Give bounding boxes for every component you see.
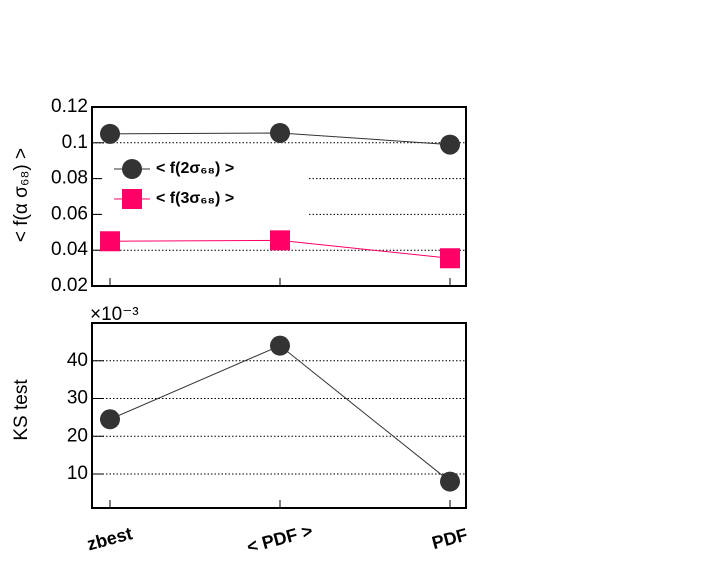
y-tick-label: 40 <box>67 350 88 371</box>
data-point <box>100 231 120 252</box>
y-tick-label: 0.04 <box>51 239 88 260</box>
data-point <box>270 230 290 251</box>
y-tick-label: 0.06 <box>51 203 88 224</box>
series-line <box>109 345 451 482</box>
x-tick-label: < PDF > <box>245 520 315 557</box>
data-point <box>100 409 120 430</box>
y-axis-label: KS test <box>11 379 32 441</box>
data-point <box>100 123 120 144</box>
plot-frame <box>91 106 467 287</box>
plot-frame <box>91 322 467 509</box>
data-point <box>440 471 460 492</box>
y-tick-label: 0.1 <box>62 132 88 153</box>
axis-multiplier: ×10⁻³ <box>90 304 139 325</box>
y-tick-label: 0.02 <box>51 275 88 296</box>
y-tick-label: 20 <box>67 425 88 446</box>
x-tick-label: PDF <box>430 524 470 553</box>
legend-marker <box>122 159 142 179</box>
legend-marker <box>122 189 142 209</box>
y-tick-label: 30 <box>67 388 88 409</box>
data-point <box>440 134 460 155</box>
y-tick-label: 10 <box>67 463 88 484</box>
legend-label: < f(3σ₆₈) > <box>156 190 234 207</box>
y-tick-label: 0.08 <box>51 168 88 189</box>
y-tick-label: 0.12 <box>51 96 88 117</box>
y-axis-label: < f(α σ₆₈) > <box>11 148 32 242</box>
x-tick-label: zbest <box>85 523 135 554</box>
data-point <box>270 335 290 356</box>
data-point <box>440 248 460 269</box>
data-point <box>270 122 290 143</box>
legend-label: < f(2σ₆₈) > <box>156 160 234 177</box>
